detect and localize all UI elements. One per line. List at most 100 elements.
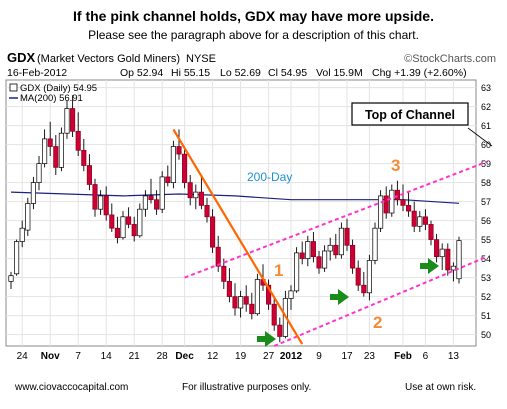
x-tick-label: 9	[316, 351, 322, 362]
symbol-name: (Market Vectors Gold Miners)	[37, 53, 180, 65]
y-tick-label: 55	[481, 235, 491, 245]
candle-body	[338, 227, 344, 256]
candle-body	[182, 153, 188, 183]
candle-body	[81, 149, 87, 166]
candle-body	[355, 267, 361, 286]
candle-body	[103, 195, 109, 216]
candle-body	[154, 199, 160, 210]
top-of-channel-label: Top of Channel	[365, 108, 455, 122]
x-tick-label: 27	[263, 351, 275, 362]
candle-body	[450, 265, 456, 271]
candle-body	[142, 195, 148, 210]
candle-body	[226, 281, 232, 297]
candle-body	[383, 195, 389, 214]
y-tick-label: 50	[481, 330, 491, 340]
candle-body	[176, 146, 182, 155]
x-tick-label: 17	[341, 351, 353, 362]
candle-body	[434, 239, 440, 258]
y-tick-label: 52	[481, 292, 491, 302]
candle-body	[417, 216, 423, 227]
candle-body	[165, 176, 171, 183]
candle-body	[411, 210, 417, 227]
x-tick-label: 12	[207, 351, 219, 362]
candle-body	[75, 130, 81, 151]
candle-body	[327, 244, 333, 252]
candle-body	[394, 189, 400, 201]
candle-body	[193, 191, 199, 199]
candle-body	[36, 163, 42, 183]
candle-body	[120, 216, 126, 239]
y-tick-label: 62	[481, 102, 491, 112]
candle-body	[344, 227, 350, 246]
x-tick-label: 6	[423, 351, 429, 362]
candle-body	[187, 182, 193, 199]
candle-body	[310, 241, 316, 258]
change-label: Chg +1.39 (+2.60%)	[372, 67, 467, 79]
x-tick-label: 14	[101, 351, 113, 362]
low-label: Lo 52.69	[220, 67, 261, 79]
candle-body	[232, 296, 238, 309]
high-label: Hi 55.15	[171, 67, 210, 79]
candle-body	[249, 303, 255, 315]
y-tick-label: 61	[481, 121, 491, 131]
x-tick-label: 24	[17, 351, 29, 362]
green-arrow-icon	[420, 258, 439, 274]
downtrend-line	[172, 128, 304, 345]
y-tick-label: 63	[481, 83, 491, 93]
candle-body	[428, 224, 434, 240]
candle-body	[70, 108, 76, 132]
candle-body	[254, 279, 260, 315]
candle-body	[271, 303, 277, 326]
y-tick-label: 54	[481, 254, 491, 264]
candle-body	[131, 224, 137, 237]
wave-2-label: 2	[373, 313, 382, 332]
channel-lower-line	[273, 255, 488, 347]
footer-risk: Use at own risk.	[405, 382, 477, 393]
ma-200-day-label: 200-Day	[247, 170, 292, 184]
x-tick-label: 7	[75, 351, 81, 362]
candle-body	[204, 205, 210, 218]
volume-label: Vol 15.9M	[316, 67, 363, 79]
candle-body	[372, 227, 378, 261]
candle-body	[42, 138, 48, 164]
x-axis: 24 Nov 7 14 21 28 Dec 12 19 27 2012 9 17 23 Feb 6 13	[17, 351, 460, 362]
candle-body	[322, 250, 328, 269]
headline: If the pink channel holds, GDX may have …	[73, 8, 434, 24]
candle-body	[58, 132, 64, 168]
channel-upper-line	[184, 160, 488, 279]
candle-body	[25, 203, 31, 231]
candle-body	[277, 324, 283, 337]
candle-body	[137, 208, 143, 237]
top-of-channel-pointer	[467, 127, 493, 147]
candle-body	[456, 240, 462, 280]
y-tick-label: 59	[481, 159, 491, 169]
legend-price: GDX (Daily) 54.95	[20, 83, 97, 94]
candle-body	[378, 195, 384, 229]
x-tick-label: 19	[235, 351, 247, 362]
candle-body	[14, 241, 20, 275]
x-tick-label: Dec	[175, 351, 194, 362]
footer-site: www.ciovaccocapital.com	[15, 382, 129, 393]
candle-body	[238, 296, 244, 309]
candle-body	[299, 252, 305, 259]
footer-disclaimer: For illustrative purposes only.	[182, 382, 312, 393]
y-tick-label: 58	[481, 178, 491, 188]
x-tick-label: Feb	[394, 351, 412, 362]
candle-body	[98, 195, 104, 210]
candle-body	[406, 205, 412, 212]
candle-body	[361, 284, 367, 294]
date-label: 16-Feb-2012	[7, 67, 67, 79]
exchange-label: NYSE	[186, 53, 216, 65]
legend-price-swatch	[9, 83, 18, 92]
candle-body	[350, 244, 356, 269]
candle-body	[221, 265, 227, 282]
candle-body	[422, 216, 428, 225]
legend: GDX (Daily) 54.95 MA(200) 56.91	[9, 83, 97, 104]
candle-body	[109, 214, 115, 229]
candle-body	[148, 195, 154, 201]
y-tick-label: 53	[481, 273, 491, 283]
wave-3-label: 3	[391, 156, 400, 175]
candle-body	[210, 216, 216, 248]
candle-body	[439, 248, 445, 258]
